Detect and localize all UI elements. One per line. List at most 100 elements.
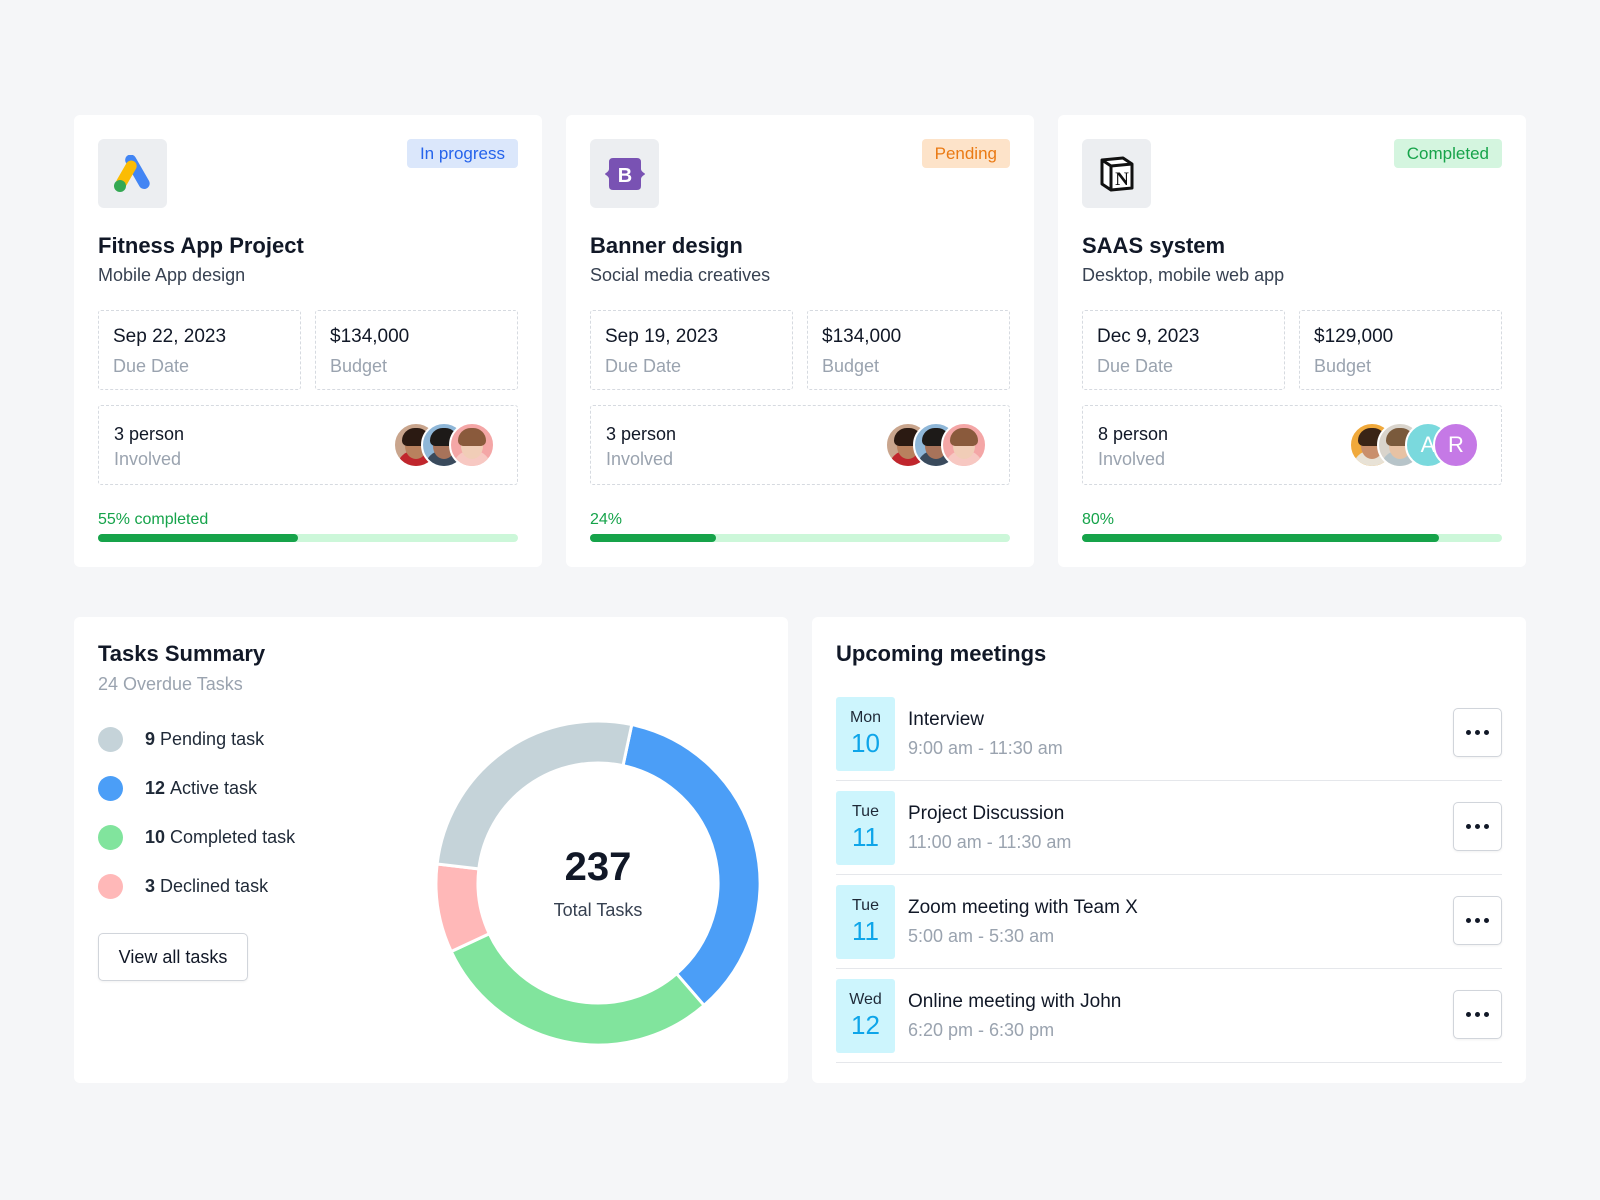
due-date-value: Sep 19, 2023 — [605, 326, 719, 347]
progress-label: 24% — [590, 511, 623, 528]
project-logo: B — [590, 139, 659, 208]
legend-count: 9 — [145, 729, 156, 749]
legend-label: Active task — [170, 778, 258, 798]
meeting-day: Tue — [852, 802, 879, 820]
meeting-day: Tue — [852, 896, 879, 914]
people-label: Involved — [114, 449, 182, 469]
progress-fill — [590, 534, 716, 542]
more-options-button[interactable] — [1453, 802, 1502, 851]
project-card[interactable]: In progress Fitness App Project Mobile A… — [74, 115, 542, 567]
meeting-date: Tue 11 — [836, 790, 895, 865]
due-date-box: Sep 19, 2023 Due Date — [590, 310, 793, 390]
legend-label: Declined task — [160, 876, 269, 896]
more-options-button[interactable] — [1453, 896, 1502, 945]
total-tasks-value: 237 — [564, 845, 632, 889]
due-date-box: Sep 22, 2023 Due Date — [98, 310, 301, 390]
project-card[interactable]: B Pending Banner design Social media cre… — [566, 115, 1034, 567]
legend-dot — [98, 776, 123, 801]
progress-label: 80% — [1082, 511, 1115, 528]
project-cards: In progress Fitness App Project Mobile A… — [74, 115, 1526, 567]
donut-center: 237 Total Tasks — [428, 713, 768, 1053]
meeting-item[interactable]: Wed 12 Online meeting with John 6:20 pm … — [836, 969, 1502, 1063]
legend-item-completed: 10 Completed task — [98, 813, 764, 862]
progress-fill — [98, 534, 298, 542]
progress-bar — [98, 534, 518, 542]
legend-item-pending: 9 Pending task — [98, 715, 764, 764]
progress-label: 55% completed — [98, 511, 209, 528]
avatar-group[interactable]: A R — [1349, 422, 1479, 468]
meeting-title: Project Discussion — [908, 802, 1065, 824]
avatar-group[interactable] — [393, 422, 495, 468]
tasks-summary-title: Tasks Summary — [98, 641, 266, 666]
progress-bar — [1082, 534, 1502, 542]
meeting-title: Online meeting with John — [908, 990, 1122, 1012]
meeting-item[interactable]: Mon 10 Interview 9:00 am - 11:30 am — [836, 687, 1502, 781]
avatar-group[interactable] — [885, 422, 987, 468]
legend-count: 12 — [145, 778, 166, 798]
meeting-day: Mon — [849, 708, 882, 726]
project-logo — [98, 139, 167, 208]
meeting-time: 11:00 am - 11:30 am — [908, 831, 1072, 852]
budget-box: $134,000 Budget — [315, 310, 518, 390]
due-date-box: Dec 9, 2023 Due Date — [1082, 310, 1285, 390]
more-icon — [1466, 824, 1489, 829]
legend-label: Completed task — [170, 827, 296, 847]
meeting-title: Interview — [908, 708, 985, 730]
meeting-date: Wed 12 — [836, 978, 895, 1053]
status-badge: In progress — [406, 139, 518, 168]
budget-label: Budget — [1314, 356, 1372, 376]
more-icon — [1466, 1012, 1489, 1017]
due-date-value: Sep 22, 2023 — [113, 326, 227, 347]
legend-item-active: 12 Active task — [98, 764, 764, 813]
project-title: Fitness App Project — [98, 233, 304, 258]
google-ads-icon — [113, 154, 150, 192]
meeting-date-number: 10 — [851, 727, 880, 758]
people-label: Involved — [1098, 449, 1166, 469]
people-count: 3 person — [606, 424, 677, 444]
project-subtitle: Social media creatives — [590, 265, 771, 285]
meeting-time: 6:20 pm - 6:30 pm — [908, 1019, 1055, 1040]
more-options-button[interactable] — [1453, 990, 1502, 1039]
more-icon — [1466, 918, 1489, 923]
tasks-legend: 9 Pending task 12 Active task 10 Complet… — [98, 715, 764, 911]
due-date-label: Due Date — [605, 356, 682, 376]
avatar: R — [1433, 422, 1479, 468]
due-date-label: Due Date — [113, 356, 190, 376]
avatar — [449, 422, 495, 468]
more-options-button[interactable] — [1453, 708, 1502, 757]
budget-box: $129,000 Budget — [1299, 310, 1502, 390]
budget-box: $134,000 Budget — [807, 310, 1010, 390]
people-box: 8 person Involved A R — [1082, 405, 1502, 485]
legend-count: 10 — [145, 827, 166, 847]
status-badge: Completed — [1393, 139, 1502, 168]
progress-bar — [590, 534, 1010, 542]
view-all-tasks-button[interactable]: View all tasks — [98, 933, 248, 981]
legend-label: Pending task — [160, 729, 265, 749]
tasks-summary-panel: Tasks Summary 24 Overdue Tasks 9 Pending… — [74, 617, 788, 1083]
project-card[interactable]: N Completed SAAS system Desktop, mobile … — [1058, 115, 1526, 567]
bootstrap-icon: B — [604, 157, 645, 190]
svg-text:B: B — [617, 165, 631, 187]
project-title: Banner design — [590, 233, 743, 258]
total-tasks-label: Total Tasks — [553, 900, 643, 920]
budget-label: Budget — [822, 356, 880, 376]
meeting-item[interactable]: Tue 11 Zoom meeting with Team X 5:00 am … — [836, 875, 1502, 969]
meeting-date-number: 11 — [852, 821, 879, 852]
meeting-title: Zoom meeting with Team X — [908, 896, 1138, 918]
avatar — [941, 422, 987, 468]
project-subtitle: Mobile App design — [98, 265, 246, 285]
legend-item-declined: 3 Declined task — [98, 862, 764, 911]
budget-value: $129,000 — [1314, 326, 1394, 347]
project-logo: N — [1082, 139, 1151, 208]
meeting-time: 9:00 am - 11:30 am — [908, 737, 1063, 758]
meeting-date-number: 11 — [852, 915, 879, 946]
more-icon — [1466, 730, 1489, 735]
legend-dot — [98, 727, 123, 752]
donut-svg — [434, 719, 762, 1047]
meeting-item[interactable]: Tue 11 Project Discussion 11:00 am - 11:… — [836, 781, 1502, 875]
people-label: Involved — [606, 449, 674, 469]
progress-fill — [1082, 534, 1439, 542]
notion-icon: N — [1100, 156, 1133, 191]
upcoming-meetings-panel: Upcoming meetings Mon 10 Interview 9:00 … — [812, 617, 1526, 1083]
legend-dot — [98, 874, 123, 899]
